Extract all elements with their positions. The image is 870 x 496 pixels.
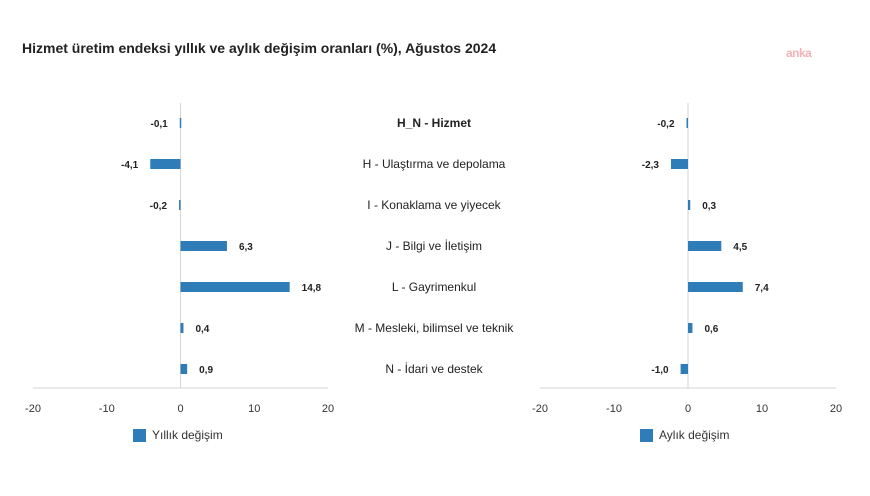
legend-yearly[interactable]: Yıllık değişim [133, 428, 223, 442]
yearly-bar [179, 200, 181, 210]
yearly-bar [180, 282, 290, 292]
yearly-bar [179, 118, 182, 128]
category-label: L - Gayrimenkul [392, 280, 476, 294]
monthly-data-label: 0,3 [702, 201, 716, 212]
yearly-x-tick-label: 10 [248, 403, 260, 415]
legend-swatch-monthly [640, 428, 653, 442]
monthly-bar [688, 282, 743, 292]
chart-title: Hizmet üretim endeksi yıllık ve aylık de… [22, 40, 497, 56]
yearly-data-label: 0,4 [195, 324, 209, 335]
monthly-data-label: 4,5 [733, 242, 747, 253]
monthly-data-label: 7,4 [755, 283, 769, 294]
yearly-bar [150, 159, 181, 169]
monthly-bar [670, 159, 688, 169]
monthly-x-tick-label: 20 [830, 403, 842, 415]
yearly-x-tick-label: 20 [322, 403, 334, 415]
legend-monthly[interactable]: Aylık değişim [640, 428, 729, 442]
yearly-bar [180, 364, 188, 374]
yearly-bar [180, 241, 227, 251]
category-label: N - İdari ve destek [385, 362, 483, 376]
monthly-x-tick-label: -20 [532, 403, 548, 415]
category-label: I - Konaklama ve yiyecek [367, 198, 501, 212]
watermark-logo: anka [786, 46, 812, 60]
yearly-bar [180, 323, 184, 333]
legend-label-yearly: Yıllık değişim [152, 428, 223, 442]
category-label: H_N - Hizmet [397, 116, 471, 130]
monthly-data-label: -2,3 [642, 160, 660, 171]
monthly-bar [680, 364, 688, 374]
category-label: H - Ulaştırma ve depolama [363, 157, 506, 171]
legend-swatch-yearly [133, 428, 146, 442]
yearly-x-tick-label: -10 [99, 403, 115, 415]
monthly-bar [686, 118, 689, 128]
yearly-data-label: -4,1 [121, 160, 139, 171]
yearly-data-label: 6,3 [239, 242, 253, 253]
yearly-data-label: 0,9 [199, 365, 213, 376]
legend-label-monthly: Aylık değişim [659, 428, 730, 442]
monthly-bar [688, 323, 693, 333]
monthly-data-label: -1,0 [651, 365, 669, 376]
yearly-data-label: 14,8 [302, 283, 322, 294]
monthly-x-tick-label: 0 [685, 403, 691, 415]
yearly-data-label: -0,1 [151, 119, 169, 130]
monthly-data-label: 0,6 [704, 324, 718, 335]
monthly-bar [688, 241, 722, 251]
yearly-x-tick-label: 0 [177, 403, 183, 415]
monthly-x-tick-label: -10 [606, 403, 622, 415]
monthly-x-tick-label: 10 [756, 403, 768, 415]
category-label: M - Mesleki, bilimsel ve teknik [355, 321, 515, 335]
yearly-data-label: -0,2 [150, 201, 168, 212]
yearly-x-tick-label: -20 [25, 403, 41, 415]
category-label: J - Bilgi ve İletişim [386, 239, 482, 253]
monthly-bar [688, 200, 691, 210]
monthly-data-label: -0,2 [657, 119, 675, 130]
